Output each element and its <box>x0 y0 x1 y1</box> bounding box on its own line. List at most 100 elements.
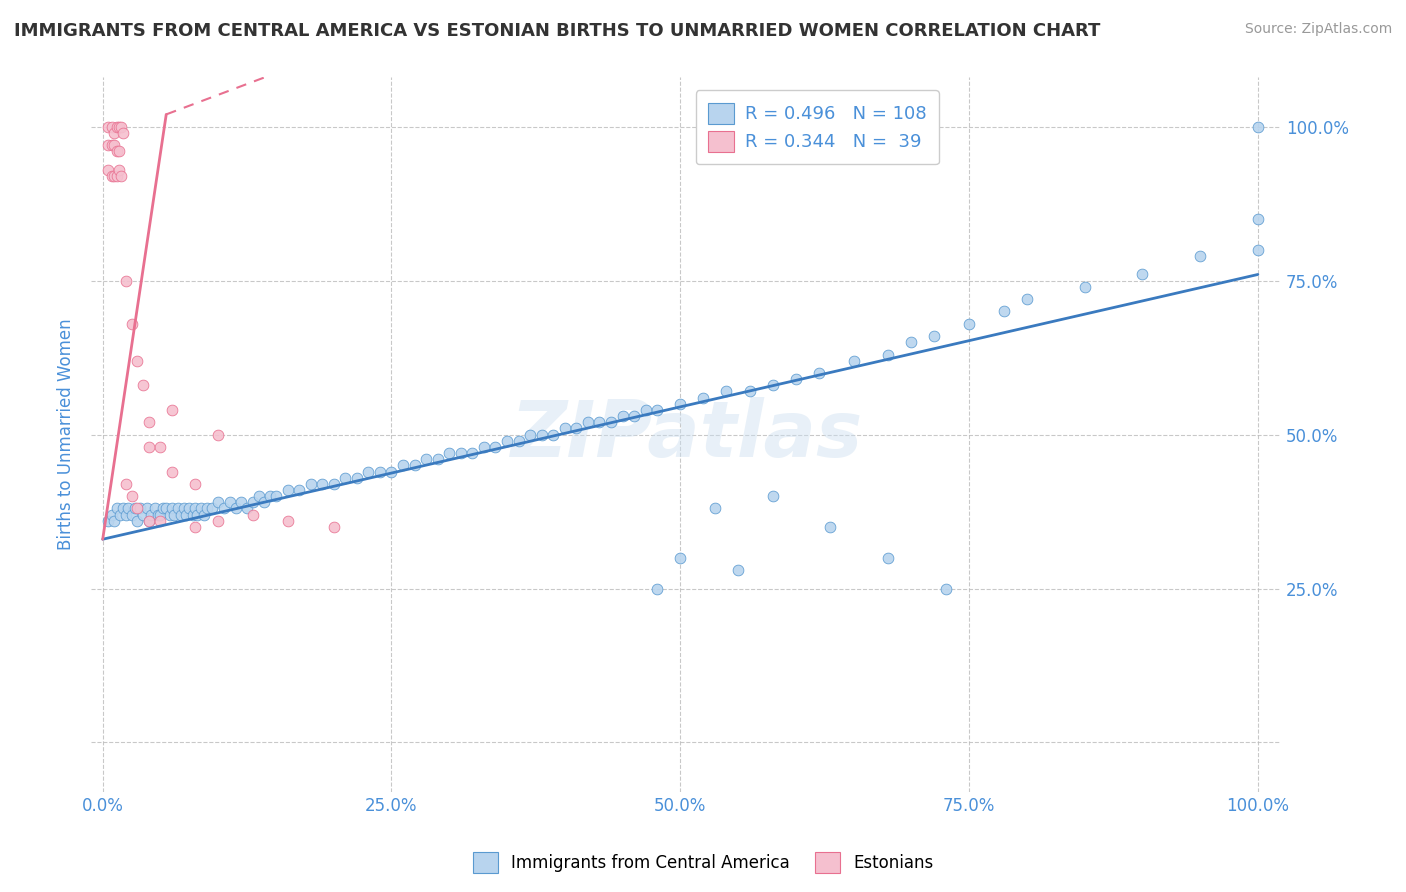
Point <box>368 465 391 479</box>
Legend: Immigrants from Central America, Estonians: Immigrants from Central America, Estonia… <box>465 846 941 880</box>
Point <box>218 495 240 509</box>
Point <box>236 501 259 516</box>
Point <box>101 138 124 153</box>
Point <box>935 582 957 596</box>
Point <box>554 421 576 435</box>
Point <box>114 476 136 491</box>
Point <box>127 353 149 368</box>
Point <box>146 508 169 522</box>
Point <box>380 465 402 479</box>
Point <box>738 384 761 399</box>
Point <box>186 508 208 522</box>
Point <box>877 550 900 565</box>
Point <box>322 476 344 491</box>
Point <box>97 514 120 528</box>
Point <box>716 384 738 399</box>
Point <box>207 514 229 528</box>
Point <box>461 446 484 460</box>
Point <box>190 501 212 516</box>
Point <box>877 347 900 361</box>
Point <box>288 483 311 497</box>
Point <box>201 501 224 516</box>
Point <box>762 489 785 503</box>
Point <box>277 514 299 528</box>
Point <box>242 495 264 509</box>
Point <box>160 403 183 417</box>
Point <box>135 501 157 516</box>
Point <box>184 501 207 516</box>
Point <box>259 489 281 503</box>
Text: ZIPatlas: ZIPatlas <box>510 397 862 473</box>
Point <box>108 145 131 159</box>
Point <box>322 520 344 534</box>
Point <box>253 495 276 509</box>
Point <box>149 508 172 522</box>
Point <box>163 508 186 522</box>
Point <box>155 501 177 516</box>
Point <box>439 446 461 460</box>
Point <box>645 582 668 596</box>
Point <box>1073 280 1095 294</box>
Point <box>101 120 124 134</box>
Point <box>600 415 623 429</box>
Point <box>472 440 495 454</box>
Legend: R = 0.496   N = 108, R = 0.344   N =  39: R = 0.496 N = 108, R = 0.344 N = 39 <box>696 90 939 164</box>
Point <box>108 162 131 177</box>
Point <box>103 126 125 140</box>
Point <box>170 508 193 522</box>
Point <box>103 169 125 183</box>
Point <box>530 427 553 442</box>
Point <box>132 508 155 522</box>
Point <box>121 317 143 331</box>
Point <box>181 508 204 522</box>
Point <box>121 489 143 503</box>
Point <box>669 550 692 565</box>
Point <box>231 495 253 509</box>
Point <box>173 501 195 516</box>
Point <box>127 501 149 516</box>
Point <box>121 508 143 522</box>
Point <box>1130 268 1153 282</box>
Point <box>138 514 160 528</box>
Point <box>993 304 1015 318</box>
Point <box>114 274 136 288</box>
Point <box>623 409 645 423</box>
Point <box>149 514 172 528</box>
Point <box>138 440 160 454</box>
Point <box>588 415 610 429</box>
Point <box>138 415 160 429</box>
Point <box>924 329 946 343</box>
Point <box>484 440 506 454</box>
Point <box>108 508 131 522</box>
Point <box>112 501 135 516</box>
Point <box>103 514 125 528</box>
Point <box>415 452 437 467</box>
Point <box>634 403 657 417</box>
Point <box>762 378 785 392</box>
Point <box>97 120 120 134</box>
Point <box>138 514 160 528</box>
Point <box>820 520 842 534</box>
Point <box>105 169 128 183</box>
Point <box>212 501 235 516</box>
Point <box>143 501 166 516</box>
Point <box>97 162 120 177</box>
Point <box>105 120 128 134</box>
Point <box>160 465 183 479</box>
Point <box>565 421 588 435</box>
Point <box>110 120 132 134</box>
Point <box>1015 292 1038 306</box>
Point <box>703 501 725 516</box>
Point <box>277 483 299 497</box>
Point <box>159 508 181 522</box>
Point <box>576 415 599 429</box>
Point <box>1247 212 1270 227</box>
Point <box>193 508 215 522</box>
Point <box>900 335 922 350</box>
Point <box>842 353 865 368</box>
Point <box>785 372 807 386</box>
Point <box>247 489 270 503</box>
Point <box>179 501 201 516</box>
Point <box>692 391 714 405</box>
Point <box>160 501 183 516</box>
